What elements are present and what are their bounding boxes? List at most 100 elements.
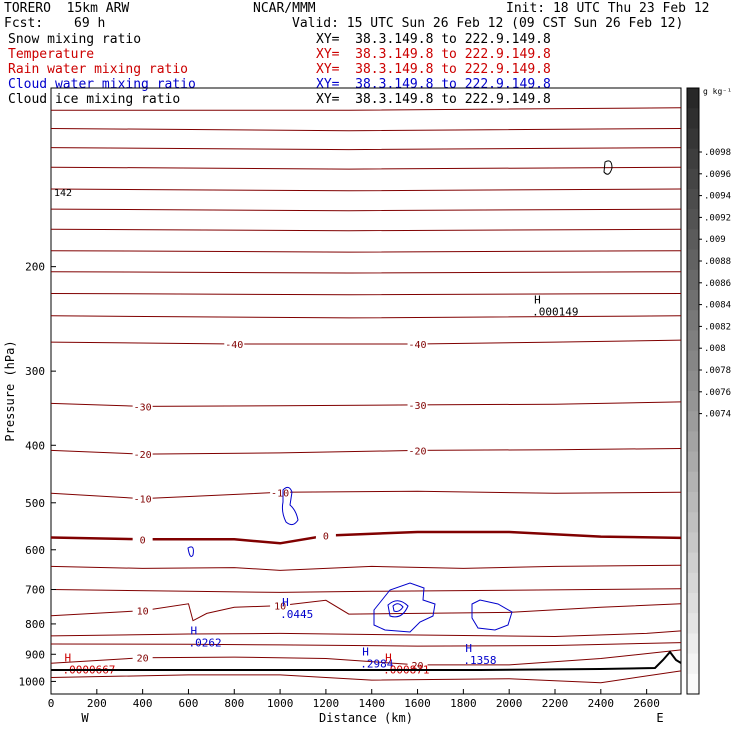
isotherm-label-bg: [270, 599, 291, 612]
extremum-value: .0262: [188, 637, 221, 650]
y-tick-label: 400: [25, 439, 45, 452]
isotherm-label: -20: [409, 446, 427, 457]
x-tick-label: 1200: [313, 697, 340, 710]
isotherm-label-bg: [407, 337, 428, 350]
cloud-water-contour: [187, 546, 194, 557]
cloud-water-contours: [187, 160, 613, 633]
x-tick-label: 1600: [404, 697, 431, 710]
isotherm-line: [50, 588, 682, 593]
y-tick-label: 200: [25, 261, 45, 274]
y-tick-label: 800: [25, 618, 45, 631]
terrain-surface-line: [51, 650, 682, 671]
colorbar-step: [687, 471, 699, 493]
colorbar-step: [687, 673, 699, 695]
cloud-water-contour: [392, 603, 404, 612]
colorbar-step: [687, 492, 699, 513]
x-axis-west-label: W: [81, 711, 89, 725]
isotherm-layer: [50, 107, 682, 684]
colorbar-tick-label: .0078: [704, 366, 731, 376]
isotherm-line: [50, 339, 682, 345]
extremum-marker: H: [465, 642, 472, 655]
terrain: [51, 650, 682, 671]
extremum-marker: H: [282, 596, 289, 609]
isotherm-line: [50, 448, 682, 455]
isotherm-label: 0: [323, 532, 329, 543]
extremum-value: .2984: [360, 657, 393, 670]
isotherm-line: [50, 228, 682, 232]
colorbar-step: [687, 330, 699, 352]
colorbar-tick-label: .0098: [704, 148, 731, 158]
isotherm-label-bg: [132, 651, 153, 664]
x-tick-label: 2000: [496, 697, 523, 710]
extremum-marker: H: [64, 652, 71, 665]
field-name-cloud-ice: Cloud ice mixing ratio: [8, 92, 181, 107]
colorbar-step: [687, 108, 699, 129]
x-tick-label: 2200: [542, 697, 569, 710]
extremum-marker: H: [362, 645, 369, 658]
isotherm-line: [50, 649, 682, 666]
colorbar-step: [687, 411, 699, 432]
isotherm-line: [50, 166, 682, 170]
corner-value-label: 142: [54, 188, 72, 199]
y-tick-label: 900: [25, 648, 45, 661]
isotherm-line: [50, 188, 682, 192]
isotherm-line: [50, 642, 682, 647]
colorbar-step: [687, 189, 699, 210]
isotherm-line: [50, 315, 682, 319]
colorbar-frame: [686, 87, 700, 695]
colorbar-tick-label: .0096: [704, 170, 731, 180]
isotherm-line: [51, 107, 682, 111]
axes: 0 200 400 600 800 1000 1200 1400 1600 1800 2000 220…: [3, 261, 664, 725]
colorbar-step: [687, 249, 699, 271]
colorbar-step: [687, 269, 699, 291]
y-tick-label: 1000: [19, 675, 46, 688]
isotherm-label: 10: [274, 602, 286, 613]
field-xy-snow: XY= 38.3.149.8 to 222.9.149.8: [316, 32, 551, 47]
colorbar-step: [687, 532, 699, 554]
colorbar-tick-label: .0074: [704, 410, 731, 420]
colorbar-step: [687, 88, 699, 109]
isotherm-label: -30: [409, 401, 427, 412]
isotherm-label-bg: [132, 533, 153, 546]
colorbar-step: [687, 593, 699, 614]
organization: NCAR/MMM: [253, 1, 316, 16]
extremum-value: .0445: [280, 608, 313, 621]
isotherm-label: 20: [137, 654, 149, 665]
colorbar-step: [687, 633, 699, 655]
forecast-label: Fcst:: [4, 16, 44, 31]
x-tick-label: 400: [133, 697, 153, 710]
isotherm-label-bg: [270, 486, 291, 499]
y-tick-label: 300: [25, 365, 45, 378]
field-name-snow: Snow mixing ratio: [8, 32, 142, 47]
x-tick-label: 200: [87, 697, 107, 710]
x-tick-label: 1800: [450, 697, 477, 710]
isotherm-line: [50, 670, 682, 684]
isotherm-label-bg: [132, 400, 153, 413]
isotherm-line: [50, 128, 682, 132]
colorbar-tick-label: .008: [704, 344, 726, 354]
valid-time: Valid: 15 UTC Sun 26 Feb 12 (09 CST Sun …: [292, 16, 684, 31]
x-axis-east-label: E: [656, 711, 663, 725]
isotherm-line: [50, 564, 682, 571]
isotherm-label-bg: [407, 658, 428, 671]
cloud-water-contour: [387, 600, 409, 618]
colorbar-step: [687, 148, 699, 170]
y-axis-title: Pressure (hPa): [3, 340, 17, 441]
isotherm-label-bg: [132, 492, 153, 505]
colorbar-step: [687, 552, 699, 574]
plot-area: [50, 87, 682, 695]
plot-frame: [50, 87, 682, 695]
colorbar-step: [687, 290, 699, 311]
colorbar-step: [687, 128, 699, 150]
x-tick-label: 600: [179, 697, 199, 710]
isotherm-line: [50, 293, 682, 296]
isotherm-label: -20: [134, 450, 152, 461]
isotherm-line: [50, 147, 682, 151]
field-name-rain: Rain water mixing ratio: [8, 62, 189, 77]
x-axis-title: Distance (km): [319, 711, 413, 725]
colorbar-tick-label: .0084: [704, 301, 731, 311]
field-xy-rain: XY= 38.3.149.8 to 222.9.149.8: [316, 62, 551, 77]
x-tick-label: 0: [48, 697, 55, 710]
isotherm-label: -40: [225, 340, 243, 351]
